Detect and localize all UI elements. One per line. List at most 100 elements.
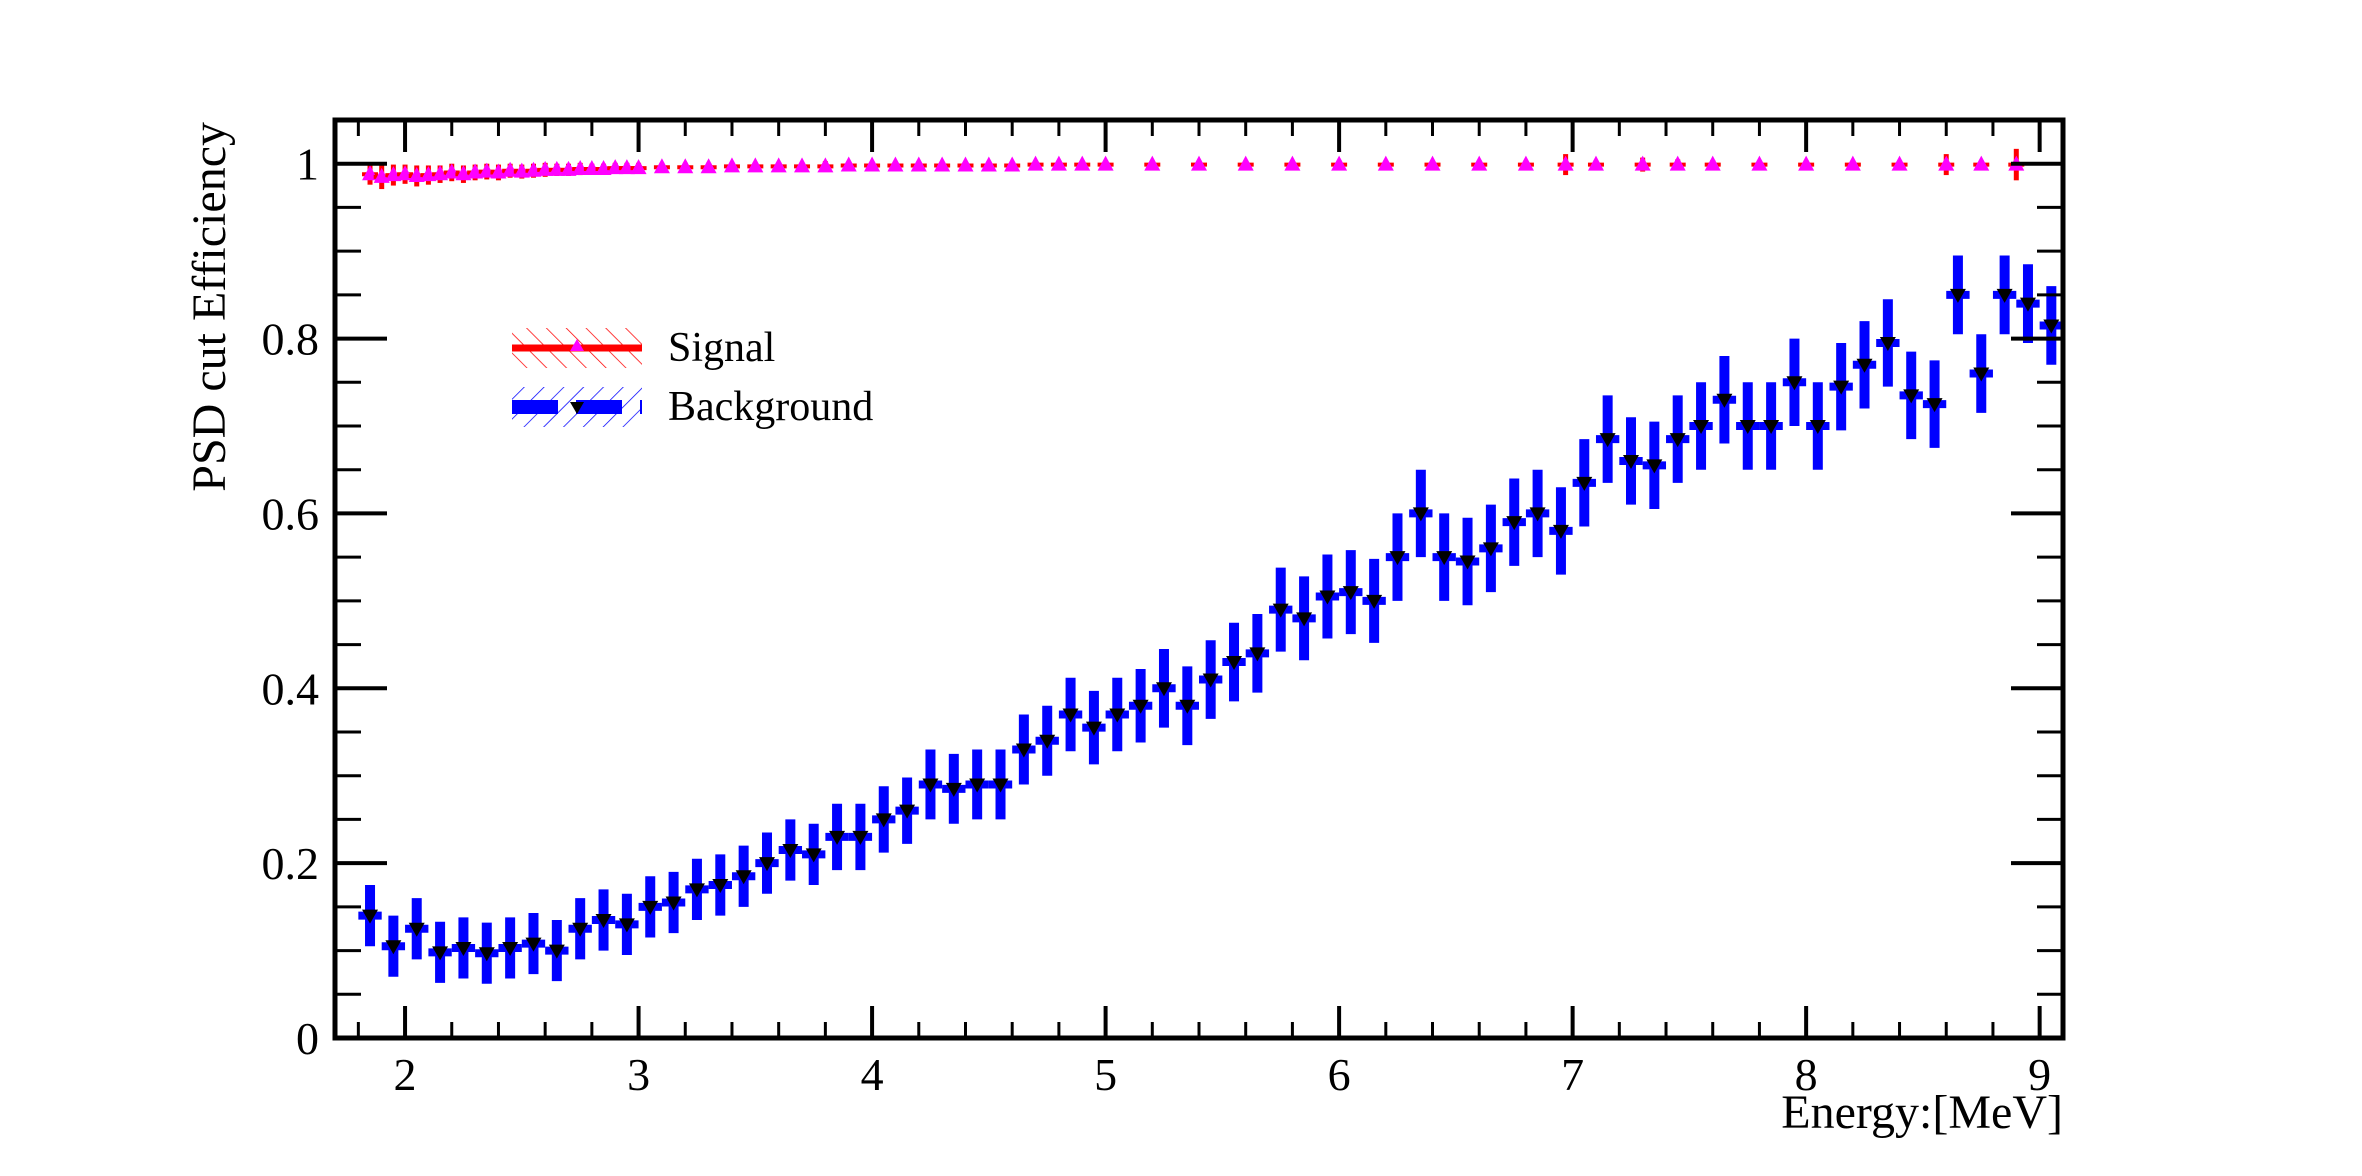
signal-point xyxy=(980,156,997,172)
signal-point xyxy=(583,159,600,175)
background-point xyxy=(1039,734,1056,749)
signal-point xyxy=(490,163,507,179)
signal-point xyxy=(1844,155,1861,171)
signal-point xyxy=(677,158,694,174)
legend-signal-label: Signal xyxy=(668,325,775,371)
background-point xyxy=(432,946,449,961)
background-point xyxy=(1669,433,1686,448)
legend-signal-marker xyxy=(570,339,584,351)
signal-point xyxy=(1704,155,1721,171)
signal-point xyxy=(700,158,717,174)
signal-point xyxy=(1074,155,1091,171)
background-point xyxy=(455,941,472,956)
signal-point xyxy=(653,158,670,174)
legend-background-marker xyxy=(570,402,584,414)
signal-point xyxy=(1798,155,1815,171)
plot-frame xyxy=(332,117,2066,1041)
background-point xyxy=(1599,433,1616,448)
signal-point xyxy=(560,160,577,176)
background-point xyxy=(1179,699,1196,714)
signal-point xyxy=(1050,155,1067,171)
background-point xyxy=(1459,555,1476,570)
background-point xyxy=(852,830,869,845)
background-point xyxy=(1646,459,1663,474)
y-tick-label: 0 xyxy=(296,1013,319,1064)
signal-point xyxy=(840,156,857,172)
signal-point xyxy=(373,167,390,183)
background-point xyxy=(1319,590,1336,605)
background-point xyxy=(688,883,705,898)
signal-point xyxy=(630,159,647,175)
background-point xyxy=(1809,420,1826,434)
background-point xyxy=(362,909,379,924)
y-tick-label: 0.2 xyxy=(262,838,320,889)
background-point xyxy=(1926,398,1943,413)
background-point xyxy=(1506,516,1523,531)
background-point xyxy=(735,870,752,885)
y-tick-label: 1 xyxy=(296,139,319,190)
signal-point xyxy=(618,159,635,175)
signal-point xyxy=(794,157,811,173)
background-point xyxy=(1576,476,1593,491)
background-point xyxy=(665,896,682,911)
background-point xyxy=(548,944,565,959)
signal-point xyxy=(910,156,927,172)
background-point xyxy=(408,922,425,937)
legend-entry-signal: Signal xyxy=(512,325,775,371)
background-point xyxy=(992,778,1009,793)
background-point xyxy=(1739,420,1756,434)
background-point xyxy=(1996,288,2013,303)
background-point xyxy=(759,857,775,872)
signal-point xyxy=(1191,155,1207,171)
background-point xyxy=(782,844,799,859)
y-tick-label: 0.4 xyxy=(262,663,320,714)
signal-point xyxy=(1027,155,1044,171)
background-point xyxy=(875,813,892,828)
signal-point xyxy=(1557,155,1574,171)
background-point xyxy=(1366,594,1383,609)
background-point xyxy=(1903,389,1920,404)
signal-point xyxy=(1377,155,1394,171)
signal-point xyxy=(525,161,542,177)
background-point xyxy=(1833,380,1850,395)
background-point xyxy=(572,922,589,937)
signal-point xyxy=(1004,156,1021,172)
signal-point xyxy=(513,162,530,178)
x-tick-label: 9 xyxy=(2028,1049,2051,1100)
background-point xyxy=(1389,551,1406,566)
background-point xyxy=(618,918,635,933)
x-tick-label: 4 xyxy=(861,1049,884,1100)
axis-ticks xyxy=(335,120,2063,1040)
background-point xyxy=(1109,708,1126,723)
background-point xyxy=(502,941,519,956)
background-point xyxy=(899,804,916,819)
background-point xyxy=(525,937,542,952)
background-point xyxy=(969,778,986,793)
signal-point xyxy=(723,157,740,173)
signal-point xyxy=(1237,155,1254,171)
background-point xyxy=(1085,721,1102,736)
signal-point xyxy=(455,165,472,181)
background-point xyxy=(1296,612,1313,627)
background-point xyxy=(1716,393,1733,408)
signal-point xyxy=(1331,155,1348,171)
signal-point xyxy=(1973,155,1990,171)
signal-point xyxy=(1634,155,1651,171)
signal-point xyxy=(537,160,554,176)
background-point xyxy=(1856,358,1873,373)
y-axis-title: PSD cut Efficiency xyxy=(183,122,236,492)
signal-point xyxy=(1517,155,1534,171)
background-point xyxy=(642,900,659,915)
signal-point xyxy=(934,156,951,172)
signal-point xyxy=(1284,155,1301,171)
background-point xyxy=(1015,743,1032,758)
signal-point xyxy=(572,159,589,175)
signal-point xyxy=(548,160,565,176)
x-tick-label: 8 xyxy=(1795,1049,1818,1100)
x-tick-label: 6 xyxy=(1328,1049,1351,1100)
background-point xyxy=(1062,708,1079,723)
background-point xyxy=(1412,507,1429,522)
background-point xyxy=(1155,682,1172,697)
